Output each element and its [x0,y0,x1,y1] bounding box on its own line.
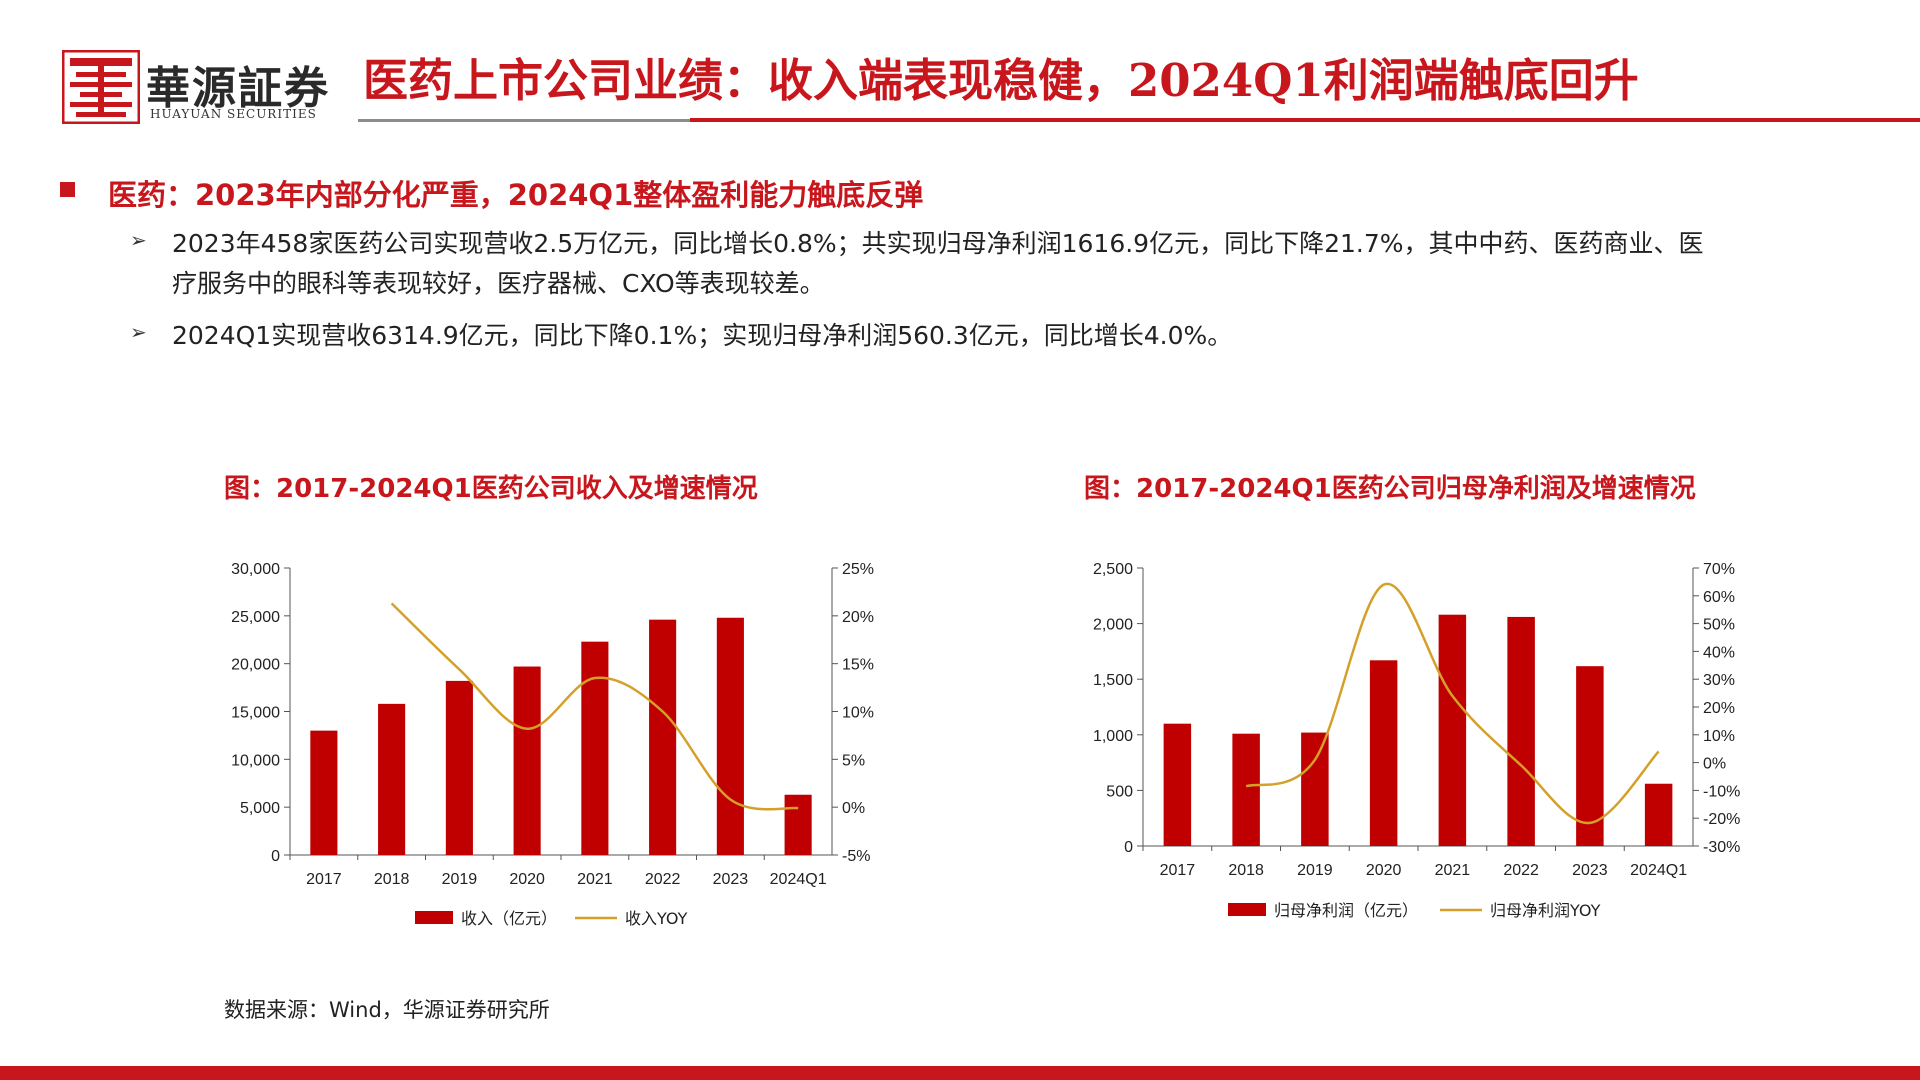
chart-1-legend-line-label: 收入YOY [625,909,688,928]
chart-2-title: 图：2017-2024Q1医药公司归母净利润及增速情况 [1084,474,1696,504]
chart-2-x-tick-label: 2019 [1297,862,1333,879]
chart-1-y-right-tick-label: 5% [842,752,865,769]
chart-1-x-tick-label: 2017 [306,871,342,888]
chart-2-y-right-tick-label: 50% [1703,617,1735,634]
chart-1-y-left-tick-label: 10,000 [231,752,280,769]
header-rule-red [690,118,1920,122]
chart-2-x-tick-label: 2021 [1435,862,1471,879]
bullet-2: 2024Q1实现营收6314.9亿元，同比下降0.1%；实现归母净利润560.3… [172,321,1233,350]
chart-1-y-left-tick-label: 20,000 [231,657,280,674]
chart-1-bar [310,730,338,855]
chart-1-x-tick-label: 2020 [509,871,545,888]
chart-2-y-left-tick-label: 0 [1124,839,1133,856]
chart-2-y-left-tick-label: 1,000 [1093,728,1133,745]
chart-1-bar [716,617,744,855]
chart-1-x-tick-label: 2022 [645,871,681,888]
chart-2-y-right-tick-label: 30% [1703,672,1735,689]
chart-1-y-left-tick-label: 25,000 [231,609,280,626]
arrow-bullet-icon: ➢ [130,320,147,344]
chart-1-y-left-tick-label: 0 [271,848,280,865]
chart-1-y-right-tick-label: 15% [842,657,874,674]
chart-1-y-right-tick-label: 10% [842,705,874,722]
chart-1-legend-bar-label: 收入（亿元） [461,909,557,928]
bullet-1-line-2: 疗服务中的眼科等表现较好，医疗器械、CXO等表现较差。 [172,269,825,298]
chart-2-x-tick-label: 2018 [1228,862,1264,879]
chart-2-bar [1301,732,1329,846]
chart-1-yoy-line [390,602,799,811]
chart-2-bar [1369,660,1398,846]
huayuan-logo-icon [62,50,140,124]
chart-2-x-tick-label: 2024Q1 [1630,862,1687,879]
chart-2-y-left-tick-label: 2,000 [1093,617,1133,634]
chart-2-y-right-tick-label: 60% [1703,589,1735,606]
chart-2-x-tick-label: 2017 [1160,862,1196,879]
chart-2-y-right-tick-label: 40% [1703,644,1735,661]
chart-2-legend-bar-swatch [1228,903,1266,916]
chart-2-bar [1438,614,1467,846]
chart-2-x-tick-label: 2022 [1503,862,1539,879]
source-note: 数据来源：Wind，华源证券研究所 [224,998,550,1022]
chart-1-y-right-tick-label: 25% [842,561,874,578]
chart-2-y-right-tick-label: 0% [1703,756,1726,773]
chart-2-y-left-tick-label: 500 [1106,783,1133,800]
chart-2-yoy-line [1245,582,1660,825]
chart-2-bar [1232,733,1260,846]
chart-2-y-right-tick-label: 10% [1703,728,1735,745]
section-bullet-icon [60,182,75,197]
chart-1-y-left-tick-label: 30,000 [231,561,280,578]
chart-2-y-left-tick-label: 2,500 [1093,561,1133,578]
chart-1-legend-bar-swatch [415,911,453,924]
chart-2-x-tick-label: 2023 [1572,862,1608,879]
chart-2-y-right-tick-label: -30% [1703,839,1740,856]
brand-name-en: HUAYUAN SECURITIES [150,107,317,121]
chart-1-x-tick-label: 2019 [442,871,478,888]
chart-1-bar [649,619,677,855]
arrow-bullet-icon: ➢ [130,228,147,252]
chart-2-y-left-tick-label: 1,500 [1093,672,1133,689]
chart-1-y-right-tick-label: 20% [842,609,874,626]
chart-2-bar [1576,666,1604,846]
chart-1-x-tick-label: 2024Q1 [770,871,827,888]
brand-name-cn: 華源証券 [146,63,330,114]
chart-2-bar [1163,723,1192,846]
footer-bar [0,1066,1920,1080]
chart-2-legend-bar-label: 归母净利润（亿元） [1274,901,1418,920]
chart-1-title: 图：2017-2024Q1医药公司收入及增速情况 [224,474,758,504]
chart-2-bar [1507,616,1535,846]
chart-2-legend-line-label: 归母净利润YOY [1490,901,1601,920]
chart-1-y-left-tick-label: 15,000 [231,705,280,722]
chart-2-y-right-tick-label: -20% [1703,811,1740,828]
chart-1-y-right-tick-label: 0% [842,800,865,817]
chart-1-bar [378,703,406,855]
chart-2-y-right-tick-label: -10% [1703,783,1740,800]
chart-1-bar [784,794,812,855]
chart-1-y-left-tick-label: 5,000 [240,800,280,817]
chart-2-y-right-tick-label: 70% [1703,561,1735,578]
chart-1-x-tick-label: 2023 [713,871,749,888]
chart-1-y-right-tick-label: -5% [842,848,870,865]
section-heading: 医药：2023年内部分化严重，2024Q1整体盈利能力触底反弹 [108,178,924,212]
chart-1-bar [513,666,541,855]
chart-1-x-tick-label: 2021 [577,871,613,888]
bullet-1-line-1: 2023年458家医药公司实现营收2.5万亿元，同比增长0.8%；共实现归母净利… [172,229,1704,258]
chart-1-bar [581,641,609,855]
header-rule-gray [358,119,690,122]
chart-1-x-tick-label: 2018 [374,871,410,888]
page-title: 医药上市公司业绩：收入端表现稳健，2024Q1利润端触底回升 [363,54,1639,107]
chart-2-y-right-tick-label: 20% [1703,700,1735,717]
chart-2-x-tick-label: 2020 [1366,862,1402,879]
chart-1-bar [445,680,473,855]
chart-2-bar [1644,783,1673,846]
